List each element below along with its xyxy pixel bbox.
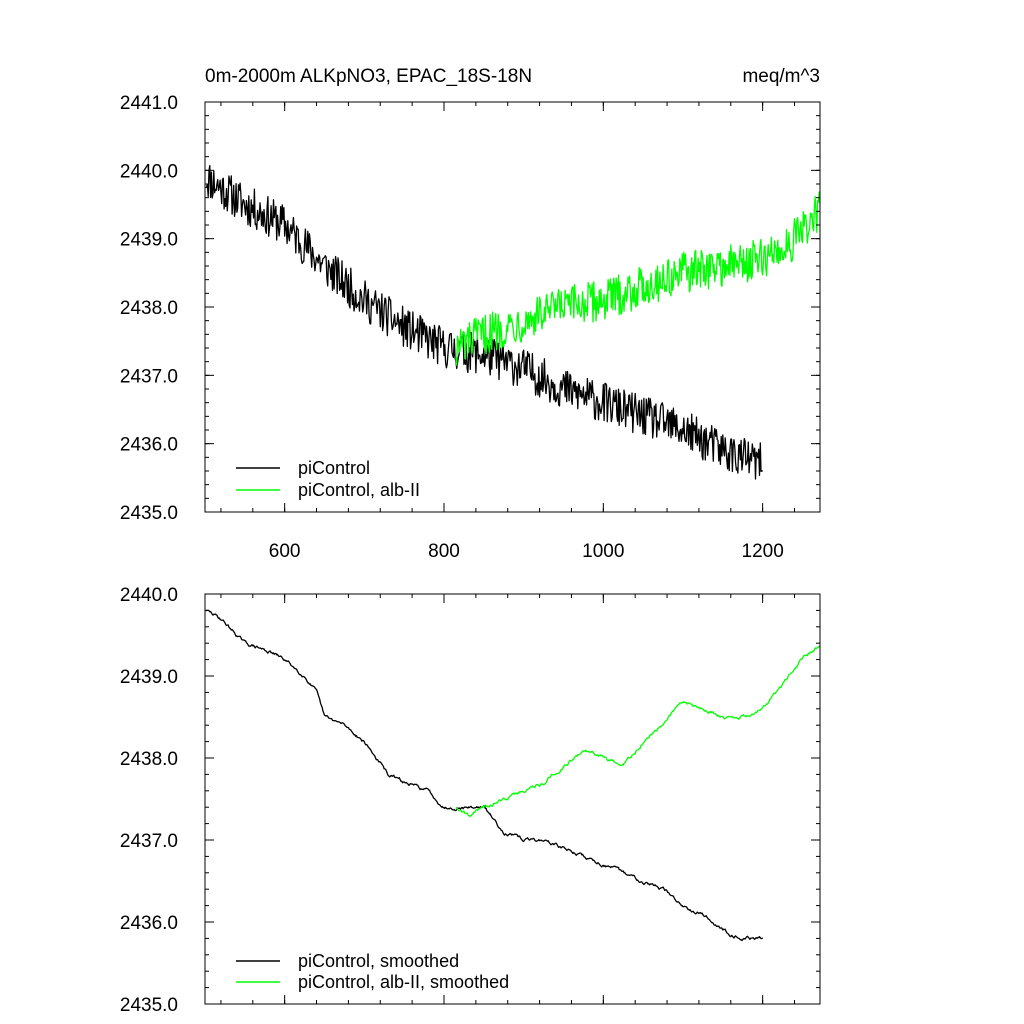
top-x-tick-labels: 600 800 1000 1200 — [269, 541, 784, 562]
y-tick-label: 2440.0 — [120, 585, 178, 606]
legend-label-alb-smoothed: piControl, alb-II, smoothed — [298, 972, 509, 992]
legend-label-control: piControl — [298, 458, 370, 478]
y-tick-label: 2440.0 — [120, 161, 178, 182]
x-tick-label: 1000 — [582, 541, 624, 562]
legend-label-alb: piControl, alb-II — [298, 480, 420, 500]
y-tick-label: 2435.0 — [120, 503, 178, 524]
top-series-group — [205, 165, 821, 480]
top-legend: piControl piControl, alb-II — [236, 458, 420, 500]
bottom-panel: 2435.0 2436.0 2437.0 2438.0 2439.0 2440.0 piC… — [120, 585, 821, 1016]
y-tick-label: 2438.0 — [120, 298, 178, 319]
x-tick-label: 1200 — [742, 541, 784, 562]
top-y-tick-labels: 2435.0 2436.0 2437.0 2438.0 2439.0 2440.0 2441… — [120, 93, 178, 524]
top-ticks — [205, 101, 820, 513]
y-tick-label: 2435.0 — [120, 995, 178, 1016]
bottom-series-group — [205, 609, 821, 942]
bottom-ticks — [205, 593, 820, 1005]
legend-label-control-smoothed: piControl, smoothed — [298, 951, 459, 971]
y-tick-label: 2438.0 — [120, 749, 178, 770]
series-line-picontrol — [205, 165, 764, 480]
y-tick-label: 2437.0 — [120, 831, 178, 852]
y-tick-label: 2439.0 — [120, 230, 178, 251]
chart-title: 0m-2000m ALKpNO3, EPAC_18S-18N — [205, 66, 532, 87]
top-panel: 0m-2000m ALKpNO3, EPAC_18S-18N meq/m^3 2… — [120, 66, 821, 562]
series-line-picontrol-alb-ii-smoothed — [455, 645, 821, 818]
y-tick-label: 2436.0 — [120, 435, 178, 456]
x-tick-label: 800 — [428, 541, 460, 562]
units-label: meq/m^3 — [742, 66, 820, 87]
y-tick-label: 2439.0 — [120, 667, 178, 688]
y-tick-label: 2437.0 — [120, 366, 178, 387]
bottom-legend: piControl, smoothed piControl, alb-II, s… — [236, 951, 509, 992]
bottom-y-tick-labels: 2435.0 2436.0 2437.0 2438.0 2439.0 2440.0 — [120, 585, 178, 1016]
y-tick-label: 2441.0 — [120, 93, 178, 114]
series-line-picontrol-alb-ii — [455, 191, 821, 366]
y-tick-label: 2436.0 — [120, 913, 178, 934]
bottom-plot-frame — [204, 593, 821, 1005]
x-tick-label: 600 — [269, 541, 301, 562]
